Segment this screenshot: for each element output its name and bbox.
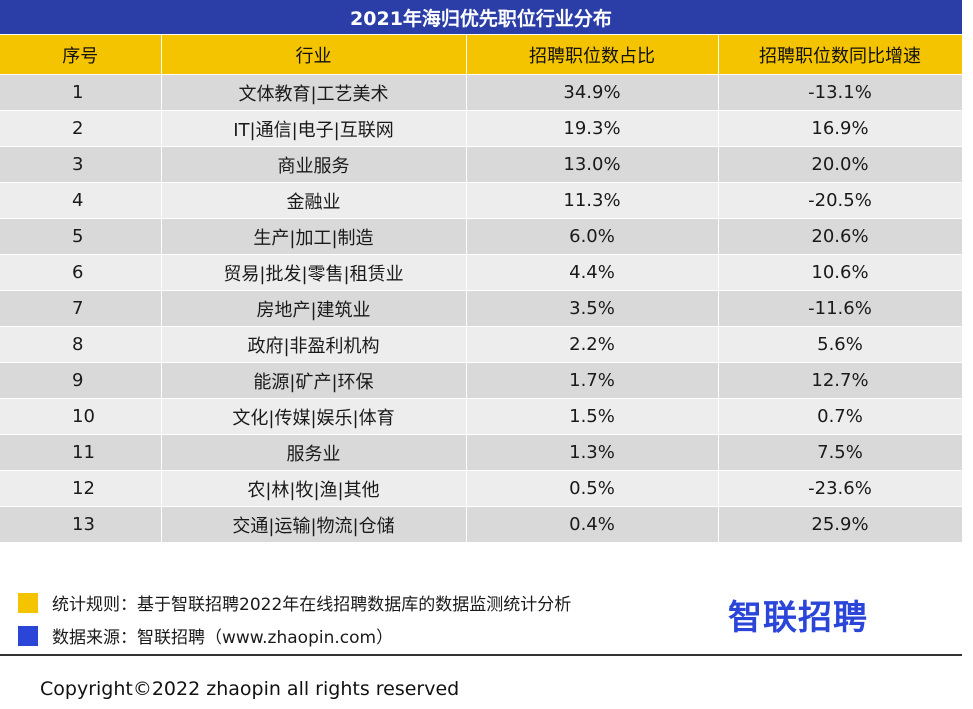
table-row: 10 文化|传媒|娱乐|体育 1.5% 0.7%: [0, 398, 963, 435]
table-header-row: 序号 行业 招聘职位数占比 招聘职位数同比增速: [0, 35, 963, 75]
cell-industry: 房地产|建筑业: [161, 290, 467, 327]
cell-growth: 10.6%: [718, 254, 963, 291]
cell-no: 13: [0, 506, 162, 542]
blue-square-icon: [18, 625, 38, 646]
cell-industry: 交通|运输|物流|仓储: [161, 506, 467, 542]
brand-logo: 智联招聘: [728, 598, 868, 638]
industry-table: 序号 行业 招聘职位数占比 招聘职位数同比增速 1 文体教育|工艺美术 34.9% -…: [0, 35, 963, 542]
table-row: 6 贸易|批发|零售|租赁业 4.4% 10.6%: [0, 254, 963, 291]
cell-industry: 贸易|批发|零售|租赁业: [161, 254, 467, 291]
cell-growth: -13.1%: [718, 74, 963, 111]
column-header-growth: 招聘职位数同比增速: [718, 35, 963, 75]
table-row: 4 金融业 11.3% -20.5%: [0, 182, 963, 219]
cell-share: 13.0%: [466, 146, 719, 183]
table-row: 8 政府|非盈利机构 2.2% 5.6%: [0, 326, 963, 363]
yellow-square-icon: [18, 592, 38, 613]
cell-industry: IT|通信|电子|互联网: [161, 110, 467, 147]
table-row: 13 交通|运输|物流|仓储 0.4% 25.9%: [0, 506, 963, 542]
cell-industry: 能源|矿产|环保: [161, 362, 467, 399]
cell-growth: 5.6%: [718, 326, 963, 363]
cell-share: 0.4%: [466, 506, 719, 542]
cell-share: 2.2%: [466, 326, 719, 363]
cell-share: 11.3%: [466, 182, 719, 219]
legend-source-text: 数据来源：智联招聘（www.zhaopin.com）: [52, 628, 394, 648]
cell-share: 1.3%: [466, 434, 719, 471]
cell-growth: 0.7%: [718, 398, 963, 435]
cell-no: 5: [0, 218, 162, 255]
cell-no: 1: [0, 74, 162, 111]
cell-no: 10: [0, 398, 162, 435]
divider: [0, 654, 962, 656]
cell-growth: -20.5%: [718, 182, 963, 219]
cell-share: 1.5%: [466, 398, 719, 435]
column-header-industry: 行业: [161, 35, 467, 75]
cell-no: 11: [0, 434, 162, 471]
cell-industry: 文化|传媒|娱乐|体育: [161, 398, 467, 435]
cell-growth: 16.9%: [718, 110, 963, 147]
cell-growth: 25.9%: [718, 506, 963, 542]
cell-growth: 20.6%: [718, 218, 963, 255]
legend-rule: 统计规则：基于智联招聘2022年在线招聘数据库的数据监测统计分析: [18, 590, 571, 615]
cell-growth: -11.6%: [718, 290, 963, 327]
table-row: 9 能源|矿产|环保 1.7% 12.7%: [0, 362, 963, 399]
table-body: 1 文体教育|工艺美术 34.9% -13.1% 2 IT|通信|电子|互联网 19.3% 1…: [0, 74, 963, 542]
cell-no: 3: [0, 146, 162, 183]
cell-no: 4: [0, 182, 162, 219]
cell-growth: -23.6%: [718, 470, 963, 507]
table-row: 1 文体教育|工艺美术 34.9% -13.1%: [0, 74, 963, 111]
cell-growth: 12.7%: [718, 362, 963, 399]
copyright-text: Copyright©2022 zhaopin all rights reserv…: [40, 678, 460, 700]
table-row: 3 商业服务 13.0% 20.0%: [0, 146, 963, 183]
table-title: 2021年海归优先职位行业分布: [0, 0, 962, 34]
cell-share: 4.4%: [466, 254, 719, 291]
column-header-no: 序号: [0, 35, 162, 75]
legend-rule-text: 统计规则：基于智联招聘2022年在线招聘数据库的数据监测统计分析: [52, 595, 572, 615]
table-row: 7 房地产|建筑业 3.5% -11.6%: [0, 290, 963, 327]
cell-industry: 商业服务: [161, 146, 467, 183]
table-row: 5 生产|加工|制造 6.0% 20.6%: [0, 218, 963, 255]
cell-share: 1.7%: [466, 362, 719, 399]
cell-share: 3.5%: [466, 290, 719, 327]
cell-no: 6: [0, 254, 162, 291]
cell-industry: 农|林|牧|渔|其他: [161, 470, 467, 507]
cell-share: 0.5%: [466, 470, 719, 507]
cell-industry: 金融业: [161, 182, 467, 219]
cell-no: 9: [0, 362, 162, 399]
cell-no: 8: [0, 326, 162, 363]
cell-share: 6.0%: [466, 218, 719, 255]
cell-industry: 政府|非盈利机构: [161, 326, 467, 363]
legend-source: 数据来源：智联招聘（www.zhaopin.com）: [18, 623, 393, 648]
cell-industry: 生产|加工|制造: [161, 218, 467, 255]
cell-no: 7: [0, 290, 162, 327]
cell-growth: 20.0%: [718, 146, 963, 183]
table-row: 2 IT|通信|电子|互联网 19.3% 16.9%: [0, 110, 963, 147]
cell-share: 34.9%: [466, 74, 719, 111]
cell-share: 19.3%: [466, 110, 719, 147]
cell-no: 12: [0, 470, 162, 507]
column-header-share: 招聘职位数占比: [466, 35, 719, 75]
cell-industry: 文体教育|工艺美术: [161, 74, 467, 111]
cell-growth: 7.5%: [718, 434, 963, 471]
cell-industry: 服务业: [161, 434, 467, 471]
table-row: 11 服务业 1.3% 7.5%: [0, 434, 963, 471]
table-row: 12 农|林|牧|渔|其他 0.5% -23.6%: [0, 470, 963, 507]
cell-no: 2: [0, 110, 162, 147]
